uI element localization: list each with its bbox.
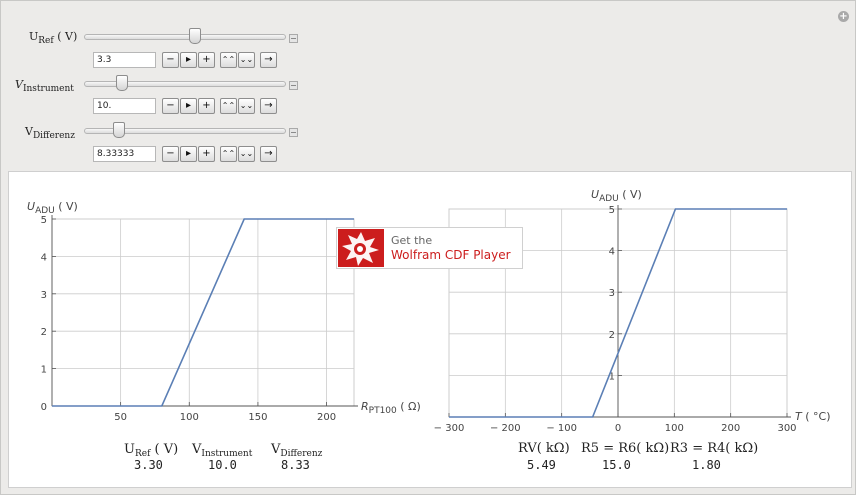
vinstrument-collapse-toggle[interactable] [289, 81, 298, 90]
chart1-ylabel: UADU ( V) [27, 200, 78, 216]
vdifferenz-slider-thumb[interactable] [112, 122, 125, 138]
chart2-x-tick-label: 0 [615, 423, 621, 434]
chart2-series-line [449, 208, 787, 418]
chart1-series-line [52, 218, 354, 407]
chart2-y-tick-label: 3 [609, 288, 615, 299]
readout-value-vdifferenz: 8.33 [281, 458, 310, 472]
vinstrument-decrement-button[interactable]: − [162, 98, 179, 114]
chart1-y-tick-label: 2 [41, 327, 47, 338]
chart1-x-tick-label: 200 [317, 412, 336, 423]
chart2-y-tick-label: 1 [609, 371, 615, 382]
chart2-y-tick-label: 2 [609, 330, 615, 341]
vdifferenz-value-input[interactable]: 8.33333 [93, 146, 156, 162]
readout-label-uref: URef ( V) [124, 442, 178, 459]
chart2-x-tick-label: 200 [721, 423, 740, 434]
vinstrument-faster-button[interactable]: ⌃⌃ [220, 98, 237, 114]
chart1-y-tick-label: 3 [41, 290, 47, 301]
chart2-y-tick-label: 4 [609, 247, 615, 258]
uref-decrement-button[interactable]: − [162, 52, 179, 68]
chart2-x-tick-label: − 300 [434, 423, 465, 434]
vinstrument-value-input[interactable]: 10. [93, 98, 156, 114]
vdifferenz-decrement-button[interactable]: − [162, 146, 179, 162]
cdf-player-badge[interactable]: Get the Wolfram CDF Player [336, 227, 523, 269]
chart2-xlabel: T ( °C) [795, 410, 831, 423]
readout-label-r3r4: R3 = R4( kΩ) [670, 441, 758, 456]
chart2-x-tick-label: 300 [777, 423, 796, 434]
wolfram-spikey-icon [338, 229, 384, 267]
chart2-x-tick-label: 100 [665, 423, 684, 434]
expand-options-icon[interactable]: + [838, 11, 849, 22]
readout-value-r5r6: 15.0 [602, 458, 631, 472]
readout-label-vdifferenz: VDifferenz [270, 442, 323, 459]
vdifferenz-collapse-toggle[interactable] [289, 128, 298, 137]
chart2-x-tick-label: − 200 [490, 423, 521, 434]
chart2-y-tick-label: 5 [609, 205, 615, 216]
uref-collapse-toggle[interactable] [289, 34, 298, 43]
chart1-xlabel: RPT100 ( Ω) [361, 400, 421, 416]
output-panel: UADU ( V) RPT100 ( Ω) UADU ( V) T ( °C) … [8, 171, 852, 488]
vinstrument-increment-button[interactable]: + [198, 98, 215, 114]
uref-increment-button[interactable]: + [198, 52, 215, 68]
uref-faster-button[interactable]: ⌃⌃ [220, 52, 237, 68]
control-label-vinstrument: VInstrument [15, 78, 74, 95]
uref-play-button[interactable]: ▸ [180, 52, 197, 68]
control-label-vdifferenz: VDifferenz [25, 125, 75, 142]
control-label-uref: URef ( V) [29, 30, 78, 47]
vinstrument-play-button[interactable]: ▸ [180, 98, 197, 114]
vdifferenz-step-button[interactable]: → [260, 146, 277, 162]
chart1-x-tick-label: 100 [180, 412, 199, 423]
plots-canvas: UADU ( V) RPT100 ( Ω) UADU ( V) T ( °C) … [27, 188, 831, 472]
readout-label-r5r6: R5 = R6( kΩ) [581, 441, 669, 456]
uref-slider[interactable] [84, 34, 286, 40]
vinstrument-slower-button[interactable]: ⌄⌄ [238, 98, 255, 114]
chart1-y-tick-label: 1 [41, 365, 47, 376]
chart1-y-tick-label: 0 [41, 402, 47, 413]
chart1-y-tick-label: 4 [41, 252, 47, 263]
chart1-x-tick-label: 50 [114, 412, 127, 423]
vinstrument-slider[interactable] [84, 81, 286, 87]
vdifferenz-increment-button[interactable]: + [198, 146, 215, 162]
cdf-badge-line1: Get the [391, 234, 433, 247]
uref-value-input[interactable]: 3.3 [93, 52, 156, 68]
readout-value-uref: 3.30 [134, 458, 163, 472]
chart1-y-tick-label: 5 [41, 215, 47, 226]
vinstrument-slider-thumb[interactable] [116, 75, 129, 91]
uref-step-button[interactable]: → [260, 52, 277, 68]
vdifferenz-play-button[interactable]: ▸ [180, 146, 197, 162]
readout-value-rv: 5.49 [527, 458, 556, 472]
vdifferenz-faster-button[interactable]: ⌃⌃ [220, 146, 237, 162]
uref-slider-thumb[interactable] [188, 28, 201, 44]
vdifferenz-slider[interactable] [84, 128, 286, 134]
readout-value-r3r4: 1.80 [692, 458, 721, 472]
readout-label-rv: RV( kΩ) [518, 441, 570, 456]
chart2-ylabel: UADU ( V) [591, 188, 642, 204]
uref-slower-button[interactable]: ⌄⌄ [238, 52, 255, 68]
readout-value-vinstrument: 10.0 [208, 458, 237, 472]
readout-label-vinstrument: VInstrument [191, 442, 253, 459]
vinstrument-step-button[interactable]: → [260, 98, 277, 114]
cdf-badge-line2: Wolfram CDF Player [391, 248, 511, 262]
vdifferenz-slower-button[interactable]: ⌄⌄ [238, 146, 255, 162]
chart1-x-tick-label: 150 [248, 412, 267, 423]
chart2-x-tick-label: − 100 [546, 423, 577, 434]
